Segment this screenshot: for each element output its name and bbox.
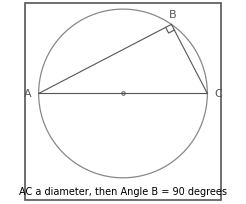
Text: AC a diameter, then Angle B = 90 degrees: AC a diameter, then Angle B = 90 degrees <box>19 186 227 196</box>
Text: B: B <box>169 10 176 20</box>
Text: C: C <box>215 89 222 99</box>
Text: A: A <box>24 89 31 99</box>
